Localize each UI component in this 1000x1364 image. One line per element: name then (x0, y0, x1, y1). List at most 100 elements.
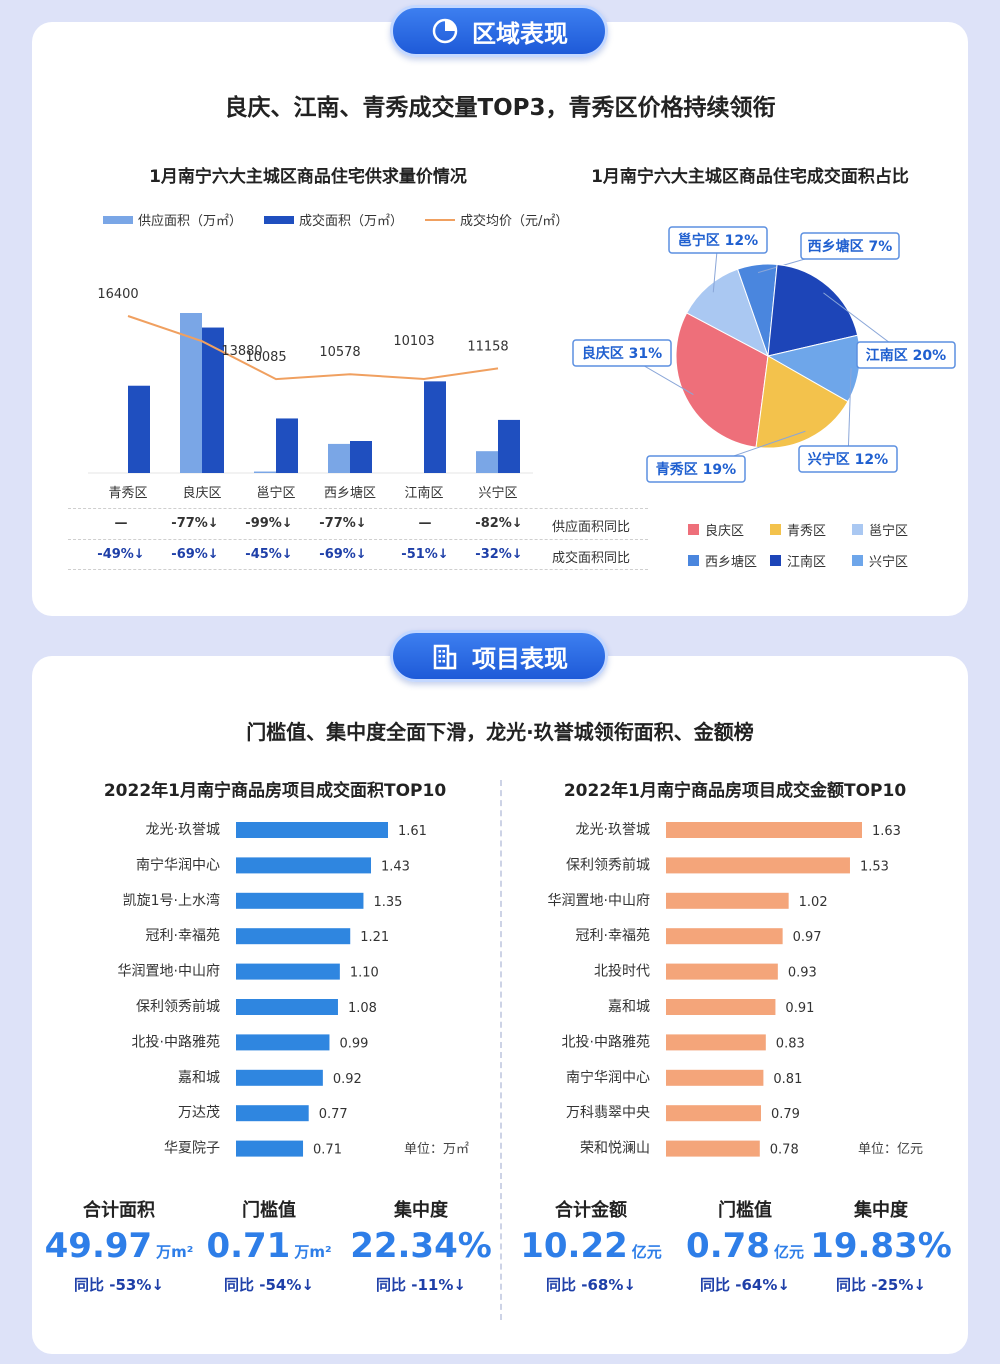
section-title: 项目表现 (472, 644, 568, 673)
price-line (127, 315, 499, 381)
project-bar (236, 1069, 323, 1086)
callout-box (800, 232, 900, 260)
yoy-cell: -82%↓ (475, 516, 523, 531)
pie-slice (755, 355, 849, 449)
project-bar (236, 963, 340, 980)
project-bar (236, 892, 364, 909)
legend-swatch (852, 524, 863, 535)
callout-box (798, 445, 898, 473)
pie-legend-item: 邕宁区 (852, 520, 928, 539)
pie-slice (766, 334, 861, 403)
category-label: 青秀区 (108, 486, 147, 501)
stat-value: 0.78 亿元 (686, 1226, 804, 1266)
pie-slice (675, 312, 769, 448)
bar-value-label: 0.97 (793, 930, 822, 945)
section-header-regional: 区域表现 (390, 5, 608, 57)
project-bar (666, 963, 778, 980)
project-bar (236, 928, 351, 945)
legend-label: 成交均价（元/㎡） (460, 214, 569, 229)
supply-bar (180, 313, 202, 473)
yoy-cell: -77%↓ (319, 516, 367, 531)
section-headline: 良庆、江南、青秀成交量TOP3，青秀区价格持续领衔 (224, 95, 776, 121)
legend-supply: 供应面积（万㎡） (103, 210, 242, 229)
area-top10-chart: 龙光·玖誉城 1.61 南宁华润中心 1.43 凯旋1号·上水湾 1.35 冠利·幸福苑 1.… (118, 822, 427, 1158)
pie-callout: 西乡塘区 7% (800, 232, 900, 260)
stat-unit: 万m² (156, 1243, 194, 1261)
stat-unit: 万m² (294, 1243, 332, 1261)
category-label: 邕宁区 (256, 485, 295, 501)
stat-label: 合计金额 (555, 1200, 627, 1221)
pie-callout: 青秀区 19% (646, 455, 746, 483)
row-label: 成交面积同比 (552, 551, 631, 566)
bar-value-label: 0.99 (339, 1036, 368, 1051)
section-title: 区域表现 (472, 19, 568, 48)
legend-label: 兴宁区 (869, 555, 909, 570)
bar-value-label: 0.93 (788, 966, 817, 981)
section-headline: 门槛值、集中度全面下滑，龙光·玖誉城领衔面积、金额榜 (246, 720, 754, 744)
amount-unit-label: 单位：亿元 (858, 1142, 924, 1157)
category-label: 江南区 (404, 485, 443, 501)
supply-bar (328, 443, 350, 473)
supply-bar (476, 451, 498, 473)
callout-label: 良庆区 31% (582, 345, 662, 362)
pie-slice (767, 263, 859, 357)
stat-value: 49.97 万m² (44, 1226, 194, 1266)
bar-value-label: 1.61 (398, 824, 427, 839)
price-label: 10103 (393, 334, 434, 349)
project-name: 华润置地·中山府 (548, 893, 650, 909)
area-stat: 集中度 22.34% 同比 -11%↓ (346, 1196, 496, 1295)
yoy-cell: -77%↓ (171, 516, 219, 531)
legend-swatch (688, 524, 699, 535)
project-bar (666, 928, 783, 945)
bar-value-label: 1.10 (350, 966, 379, 981)
project-bar (236, 1140, 304, 1157)
callout-box (856, 341, 956, 369)
deal-bar (128, 385, 150, 473)
amount-stat: 集中度 19.83% 同比 -25%↓ (806, 1196, 956, 1295)
legend-swatch (770, 524, 781, 535)
pie-callout: 邕宁区 12% (668, 226, 768, 254)
yoy-cell: -51%↓ (401, 547, 449, 562)
deal-bar (424, 381, 446, 473)
callout-label: 西乡塘区 7% (808, 238, 893, 255)
category-label: 良庆区 (182, 485, 221, 501)
callout-label: 兴宁区 12% (808, 451, 888, 468)
area-top10-title: 2022年1月南宁商品房项目成交面积TOP10 (103, 781, 447, 801)
pie-legend-item: 江南区 (770, 551, 852, 570)
amount-top10-chart: 龙光·玖誉城 1.63 保利领秀前城 1.53 华润置地·中山府 1.02 冠利·幸福苑 0.… (548, 822, 901, 1158)
callout-box (572, 339, 672, 367)
project-bar (236, 999, 338, 1015)
callout-label: 邕宁区 12% (678, 232, 758, 249)
callout-label: 青秀区 19% (656, 461, 736, 478)
project-bar (666, 1034, 766, 1051)
section-header-project: 项目表现 (390, 630, 608, 682)
project-name: 万科翡翠中央 (566, 1105, 650, 1121)
amount-top10-title: 2022年1月南宁商品房项目成交金额TOP10 (563, 781, 907, 801)
area-unit-label: 单位：万㎡ (404, 1142, 470, 1157)
legend-label: 成交面积（万㎡） (299, 214, 404, 229)
yoy-cell: — (418, 516, 432, 531)
legend-label: 青秀区 (787, 524, 827, 539)
row-label: 供应面积同比 (552, 520, 631, 535)
bar-value-label: 0.77 (319, 1107, 348, 1122)
project-name: 冠利·幸福苑 (576, 928, 650, 944)
yoy-cell: -69%↓ (319, 547, 367, 562)
supply-bar (254, 471, 276, 473)
pie-chart-icon (430, 16, 460, 46)
bar-value-label: 1.21 (360, 930, 389, 945)
deal-bar (350, 441, 372, 473)
legend-label: 供应面积（万㎡） (138, 214, 243, 229)
pie-legend-item: 西乡塘区 (688, 551, 770, 570)
project-name: 保利领秀前城 (136, 998, 220, 1015)
bar-value-label: 0.92 (333, 1072, 362, 1087)
bar-value-label: 0.79 (771, 1107, 800, 1122)
stat-value: 22.34% (350, 1226, 492, 1266)
bar-value-label: 1.08 (348, 1001, 377, 1016)
project-name: 北投·中路雅苑 (132, 1034, 220, 1050)
yoy-cell: -49%↓ (97, 547, 145, 562)
project-bar (236, 857, 372, 874)
legend-swatch-price (425, 218, 456, 221)
bar-value-label: 0.91 (785, 1001, 814, 1016)
stat-yoy: 同比 -11%↓ (376, 1276, 466, 1294)
yoy-cell: -32%↓ (475, 547, 523, 562)
